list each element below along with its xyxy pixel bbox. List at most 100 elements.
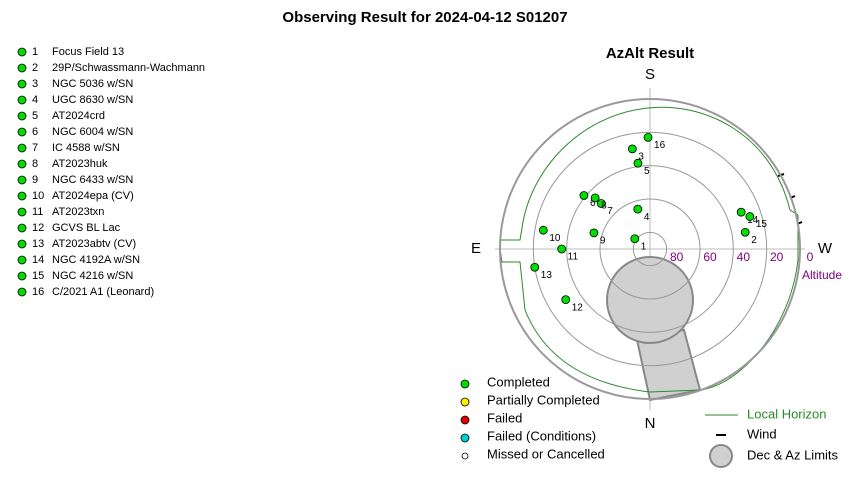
target-point xyxy=(627,144,637,154)
list-id: 10 xyxy=(32,190,44,202)
point-label: 10 xyxy=(549,233,561,244)
list-dot xyxy=(17,127,27,137)
list-dot xyxy=(17,223,27,233)
list-name: AT2023txn xyxy=(52,206,104,218)
target-point xyxy=(590,193,600,203)
legend-swatch xyxy=(460,397,470,407)
point-label: 2 xyxy=(751,235,757,246)
list-dot xyxy=(17,255,27,265)
list-dot xyxy=(17,191,27,201)
list-id: 14 xyxy=(32,254,44,266)
list-id: 6 xyxy=(32,126,38,138)
list-name: IC 4588 w/SN xyxy=(52,142,120,154)
point-label: 9 xyxy=(600,236,606,247)
target-point xyxy=(736,207,746,217)
legend-swatch xyxy=(709,444,733,468)
list-id: 3 xyxy=(32,78,38,90)
list-dot xyxy=(17,79,27,89)
legend-label: Failed (Conditions) xyxy=(487,428,596,443)
list-id: 12 xyxy=(32,222,44,234)
target-point xyxy=(561,295,571,305)
list-name: NGC 4192A w/SN xyxy=(52,254,140,266)
list-name: C/2021 A1 (Leonard) xyxy=(52,286,154,298)
list-name: Focus Field 13 xyxy=(52,46,124,58)
list-id: 15 xyxy=(32,270,44,282)
point-label: 7 xyxy=(607,206,613,217)
point-label: 13 xyxy=(541,270,553,281)
target-point xyxy=(740,227,750,237)
direction-label: E xyxy=(471,240,481,257)
list-id: 2 xyxy=(32,62,38,74)
chart-subtitle: AzAlt Result xyxy=(606,45,694,62)
list-dot xyxy=(17,239,27,249)
horizon-line xyxy=(499,106,799,393)
point-label: 3 xyxy=(638,152,644,163)
list-dot xyxy=(17,159,27,169)
list-dot xyxy=(17,111,27,121)
list-dot xyxy=(17,207,27,217)
limit-circle xyxy=(606,256,694,344)
list-name: AT2024crd xyxy=(52,110,105,122)
direction-label: N xyxy=(645,415,656,432)
point-label: 11 xyxy=(568,252,579,263)
legend-label: Completed xyxy=(487,374,550,389)
list-dot xyxy=(17,47,27,57)
point-label: 5 xyxy=(644,166,650,177)
r-tick-label: 60 xyxy=(703,250,717,264)
grid-ring xyxy=(599,198,701,300)
list-name: 29P/Schwassmann-Wachmann xyxy=(52,62,205,74)
point-label: 12 xyxy=(572,302,584,313)
legend-swatch xyxy=(460,433,470,443)
list-name: AT2024epa (CV) xyxy=(52,190,134,202)
list-id: 11 xyxy=(32,206,43,218)
target-point xyxy=(643,132,653,142)
list-dot xyxy=(17,271,27,281)
list-id: 16 xyxy=(32,286,44,298)
point-label: 14 xyxy=(747,215,759,226)
chart-title: Observing Result for 2024-04-12 S01207 xyxy=(282,9,567,26)
list-name: NGC 6433 w/SN xyxy=(52,174,133,186)
direction-label: S xyxy=(645,66,655,83)
target-point xyxy=(633,158,643,168)
list-name: AT2023huk xyxy=(52,158,108,170)
r-tick-label: 40 xyxy=(737,250,751,264)
grid-ring xyxy=(499,98,801,400)
point-label: 8 xyxy=(601,200,607,211)
target-point xyxy=(579,191,589,200)
target-point xyxy=(589,228,599,238)
list-id: 4 xyxy=(32,94,38,106)
r-tick-label: 20 xyxy=(770,250,784,264)
legend-label: Wind xyxy=(747,426,777,441)
legend-label: Failed xyxy=(487,410,522,425)
axis-title: Altitude xyxy=(802,268,842,282)
point-label: 4 xyxy=(644,212,650,223)
list-dot xyxy=(17,95,27,105)
target-point xyxy=(745,212,755,221)
point-label: 1 xyxy=(641,241,647,252)
list-id: 7 xyxy=(32,142,38,154)
list-dot xyxy=(17,175,27,185)
target-point xyxy=(630,234,640,244)
list-id: 13 xyxy=(32,238,44,250)
list-name: NGC 6004 w/SN xyxy=(52,126,133,138)
legend-label: Missed or Cancelled xyxy=(487,446,605,461)
list-name: AT2023abtv (CV) xyxy=(52,238,136,250)
point-label: 16 xyxy=(654,140,666,151)
legend-label: Dec & Az Limits xyxy=(747,447,839,462)
target-point xyxy=(633,204,643,214)
target-point xyxy=(530,262,540,272)
list-id: 1 xyxy=(32,46,38,58)
list-dot xyxy=(17,143,27,153)
legend-label: Partially Completed xyxy=(487,392,600,407)
grid-ring xyxy=(532,131,768,367)
legend-swatch xyxy=(461,452,469,460)
list-id: 8 xyxy=(32,158,38,170)
legend-label: Local Horizon xyxy=(747,406,827,421)
grid-ring xyxy=(566,165,734,333)
legend-swatch xyxy=(460,379,470,389)
list-name: NGC 5036 w/SN xyxy=(52,78,133,90)
list-dot xyxy=(17,63,27,73)
list-id: 9 xyxy=(32,174,38,186)
